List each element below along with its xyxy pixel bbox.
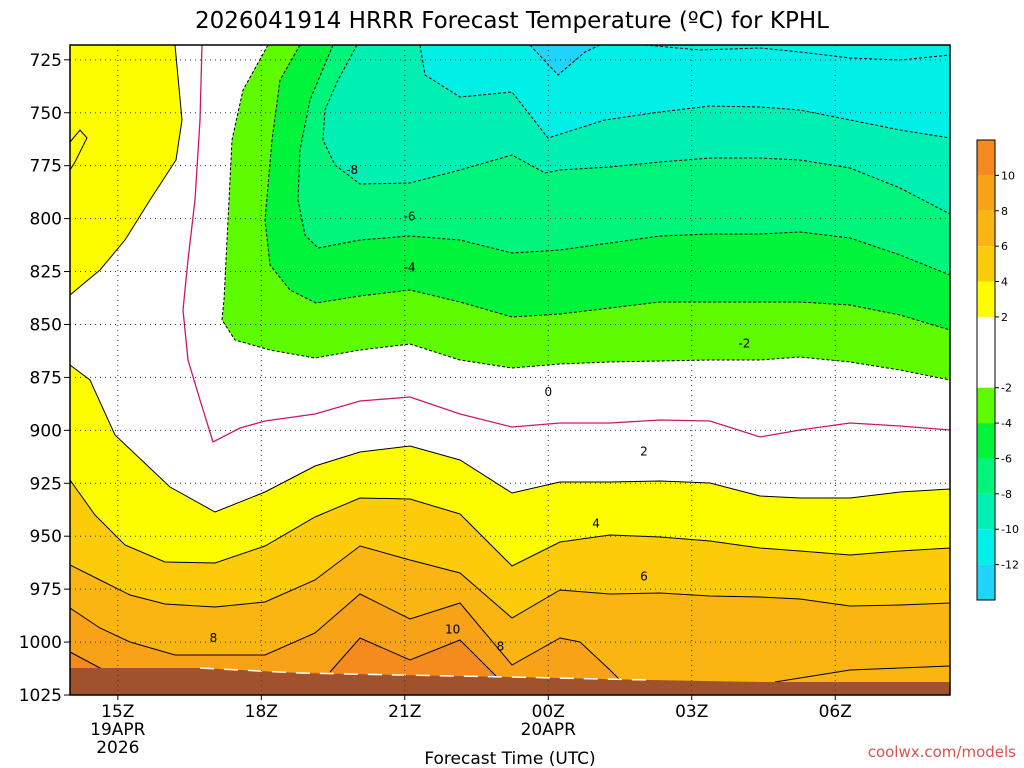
x-tick-label: 00Z (532, 702, 565, 722)
y-tick-label: 875 (30, 368, 62, 388)
y-tick-label: 850 (30, 315, 62, 335)
gridlines (70, 45, 950, 695)
plot-area (70, 45, 950, 695)
y-tick-label: 925 (30, 474, 62, 494)
colorbar-band (977, 529, 995, 565)
colorbar-tick-label: -12 (1001, 559, 1019, 572)
colorbar-tick-label: -10 (1001, 523, 1019, 536)
colorbar-tick-label: 8 (1001, 205, 1008, 218)
colorbar-frame (976, 139, 996, 601)
colorbar-band (977, 175, 995, 211)
x-tick-date: 20APR (521, 720, 577, 740)
contour-label: 0 (544, 385, 552, 399)
y-tick-label: 975 (30, 580, 62, 600)
colorbar-tick-label: 10 (1001, 169, 1015, 182)
contour-label: 8 (497, 639, 505, 653)
colorbar-band (977, 210, 995, 247)
contour-label: -6 (404, 209, 416, 223)
credit-text: coolwx.com/models (868, 743, 1016, 761)
y-tick-label: 1025 (19, 686, 62, 706)
contour-label: 6 (640, 569, 648, 583)
colorbar-tick-label: -2 (1001, 382, 1012, 395)
x-tick-label: 03Z (675, 702, 708, 722)
y-tick-label: 800 (30, 210, 62, 230)
contour-label: 4 (592, 517, 600, 531)
y-tick-label: 950 (30, 527, 62, 547)
colorbar-tick-label: -6 (1001, 452, 1012, 465)
y-axis: 725 750 775 800 825 850 875 900 925 950 975 1000 102… (19, 51, 70, 706)
contour-label: 10 (445, 622, 460, 636)
x-tick-year: 2026 (96, 738, 139, 758)
chart-title: 2026041914 HRRR Forecast Temperature (ºC… (195, 8, 829, 34)
x-tick-label: 21Z (388, 702, 421, 722)
colorbar-tick-label: -8 (1001, 488, 1012, 501)
colorbar-band (977, 423, 995, 459)
contour-label: 2 (640, 445, 648, 459)
x-tick-label: 15Z (101, 702, 134, 722)
colorbar-tick-label: 6 (1001, 240, 1008, 253)
colorbar-tick-label: 4 (1001, 276, 1008, 289)
y-tick-label: 825 (30, 263, 62, 283)
colorbar-band (977, 564, 995, 600)
zero-contour (182, 45, 950, 443)
contour-label: -8 (346, 163, 358, 177)
x-tick-date: 19APR (90, 720, 146, 740)
x-axis-label: Forecast Time (UTC) (424, 749, 595, 768)
colorbar-tick-label: -4 (1001, 417, 1012, 430)
colorbar-band (977, 246, 995, 282)
colorbar-band (977, 387, 995, 424)
colorbar-band (977, 281, 995, 317)
colorbar-band (977, 316, 995, 388)
plot-frame (69, 44, 951, 696)
y-tick-label: 725 (30, 51, 62, 71)
band-2-to-4-upper (70, 45, 182, 295)
x-tick-label: 18Z (245, 702, 278, 722)
colorbar-tick-label: 2 (1001, 311, 1008, 324)
y-tick-label: 775 (30, 157, 62, 177)
y-tick-label: 1000 (19, 633, 62, 653)
colorbar-band (977, 140, 995, 176)
y-tick-label: 750 (30, 104, 62, 124)
contour-labels: -8 -6 -4 -2 0 2 4 6 8 10 8 (210, 163, 751, 653)
contour-label: 8 (210, 631, 218, 645)
contour-label: -4 (404, 260, 416, 274)
colorbar: 10 8 6 4 2 -2 -4 -6 -8 -10 -12 (976, 139, 1019, 601)
colorbar-band (977, 458, 995, 494)
ground-edge (199, 667, 651, 681)
y-tick-label: 900 (30, 421, 62, 441)
x-tick-label: 06Z (819, 702, 852, 722)
ground-surface (70, 668, 950, 695)
contour-label: -2 (738, 337, 750, 351)
colorbar-band (977, 493, 995, 530)
